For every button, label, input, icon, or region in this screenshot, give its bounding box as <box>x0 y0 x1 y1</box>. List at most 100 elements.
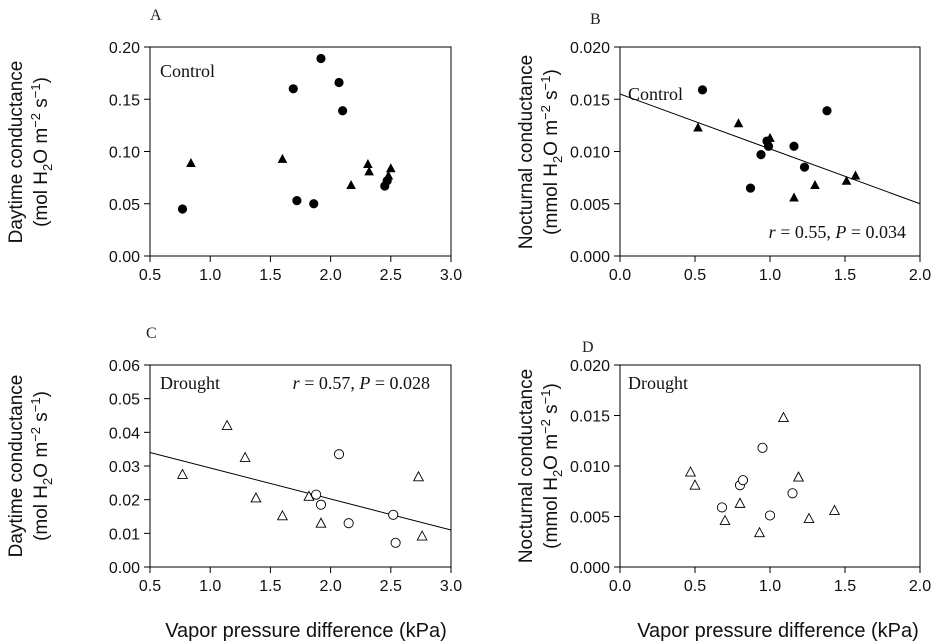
y-axis-unit-part: O m <box>31 442 52 478</box>
data-point-triangle <box>239 451 251 463</box>
x-axis-label-right: Vapor pressure difference (kPa) <box>637 620 919 642</box>
y-tick-label: 0.10 <box>109 145 140 162</box>
stats-p-value: = 0.034 <box>846 222 906 242</box>
y-axis-unit-part: ) <box>31 77 52 83</box>
y-tick-label: 0.005 <box>570 197 610 214</box>
stats-r-symbol: r <box>769 222 777 242</box>
y-tick-label: 0.04 <box>109 425 140 442</box>
data-point-triangle <box>346 179 356 189</box>
y-tick-label: 0.000 <box>570 560 610 577</box>
stats-annotation: r = 0.55, P = 0.034 <box>769 222 906 242</box>
data-point-circle <box>334 77 344 88</box>
data-point-triangle <box>221 419 233 431</box>
y-axis-unit-part: −2 <box>538 105 553 120</box>
data-point-circle <box>177 204 188 214</box>
data-point-circle <box>338 106 348 116</box>
treatment-annotation: Control <box>160 61 215 81</box>
y-axis-unit-part: (mol H <box>31 485 52 541</box>
data-point-circle <box>822 106 832 116</box>
x-tick-label: 1.0 <box>199 578 221 595</box>
y-tick-label: 0.05 <box>109 392 140 409</box>
data-point-triangle <box>416 530 428 541</box>
y-tick-label: 0.010 <box>570 459 610 476</box>
y-tick-label: 0.00 <box>109 560 140 577</box>
x-tick-label: 1.5 <box>259 267 281 284</box>
y-axis-unit-part: −1 <box>28 83 43 98</box>
panel-b: B 0.0 0.5 1.0 1.5 2.0 0.000 0.005 0.010 0.015 0.02… <box>516 11 931 284</box>
data-point-circle <box>309 199 319 209</box>
x-tick-label: 3.0 <box>440 267 462 284</box>
y-tick-label: 0.03 <box>109 459 140 476</box>
x-tick-label: 2.5 <box>380 267 402 284</box>
panel-letter: C <box>146 325 157 342</box>
data-point-triangle <box>765 132 775 142</box>
y-tick-label: 0.005 <box>570 510 610 527</box>
y-axis-label: Nocturnal conductance (mmol H2O m−2 s−1) <box>516 55 565 249</box>
x-tick-label: 2.0 <box>909 578 931 595</box>
y-axis-unit-part: −2 <box>538 419 553 434</box>
y-axis-unit-part: −2 <box>28 113 43 128</box>
data-point-triangle <box>412 470 425 482</box>
y-axis-unit-part: ) <box>541 69 562 75</box>
y-tick-label: 0.015 <box>570 92 610 109</box>
y-axis-unit-part: O m <box>541 434 562 470</box>
y-axis-unit-part: 2 <box>40 478 55 485</box>
x-tick-label: 1.5 <box>834 578 856 595</box>
data-point-triangle <box>383 170 394 180</box>
y-tick-label: 0.00 <box>109 249 140 266</box>
data-point-circle <box>292 196 302 206</box>
y-axis-unit-part: (mol H <box>31 171 52 227</box>
data-point-triangle <box>176 468 189 479</box>
data-point-triangle <box>792 471 805 482</box>
data-point-triangle <box>684 466 697 477</box>
data-point-circle <box>315 499 327 510</box>
x-tick-label: 1.0 <box>759 267 781 284</box>
x-tick-label: 0.5 <box>139 267 161 284</box>
data-point-triangle <box>850 170 861 180</box>
y-axis-unit-part: s <box>541 404 562 419</box>
y-axis-unit-part: −1 <box>538 389 553 404</box>
y-axis-label-line1: Daytime conductance <box>6 375 27 558</box>
data-point-circle <box>311 489 322 500</box>
x-axis-label-left: Vapor pressure difference (kPa) <box>165 620 447 642</box>
x-tick-label: 1.5 <box>834 267 856 284</box>
panel-a: A 0.5 1.0 1.5 2.0 2.5 3.0 0.00 0.05 0.10 0.15 0.20 D… <box>6 7 462 284</box>
regression-line <box>149 452 452 531</box>
y-axis-unit-part: −1 <box>538 75 553 90</box>
data-point-circle <box>756 150 766 160</box>
data-point-triangle <box>789 192 799 202</box>
y-axis-unit-part: −2 <box>28 427 43 442</box>
data-point-circle <box>388 509 399 520</box>
y-axis-label-line1: Daytime conductance <box>6 61 27 244</box>
data-point-triangle <box>719 514 731 525</box>
data-point-circle <box>745 183 756 193</box>
stats-annotation: r = 0.57, P = 0.028 <box>293 373 430 393</box>
stats-r-value: = 0.55, <box>776 222 836 242</box>
data-point-triangle <box>303 490 315 501</box>
x-tick-label: 2.0 <box>909 267 931 284</box>
y-axis-label: Nocturnal conductance (mmol H2O m−2 s−1) <box>516 369 565 563</box>
y-axis-label-line1: Nocturnal conductance <box>516 369 537 563</box>
treatment-annotation: Drought <box>628 373 688 393</box>
data-point-circle <box>799 162 810 172</box>
data-point-circle <box>764 510 776 521</box>
data-point-triangle <box>693 122 703 132</box>
y-axis-unit-part: (mmol H <box>541 163 562 235</box>
plot-frame <box>149 364 452 568</box>
data-point-circle <box>757 442 768 453</box>
data-point-triangle <box>186 157 196 167</box>
y-axis-unit-part: (mmol H <box>541 477 562 549</box>
data-point-triangle <box>828 504 841 515</box>
x-tick-label: 1.0 <box>199 267 221 284</box>
treatment-annotation: Drought <box>160 373 220 393</box>
y-tick-label: 0.20 <box>109 40 140 57</box>
y-tick-label: 0.02 <box>109 493 140 510</box>
stats-r-value: = 0.57, <box>300 373 360 393</box>
y-tick-label: 0.15 <box>109 92 140 109</box>
y-axis-label-line2: (mol H2O m−2 s−1) <box>28 77 55 227</box>
x-tick-label: 0.5 <box>139 578 161 595</box>
stats-r-symbol: r <box>293 373 301 393</box>
data-point-triangle <box>733 118 744 128</box>
data-point-circle <box>716 502 728 513</box>
